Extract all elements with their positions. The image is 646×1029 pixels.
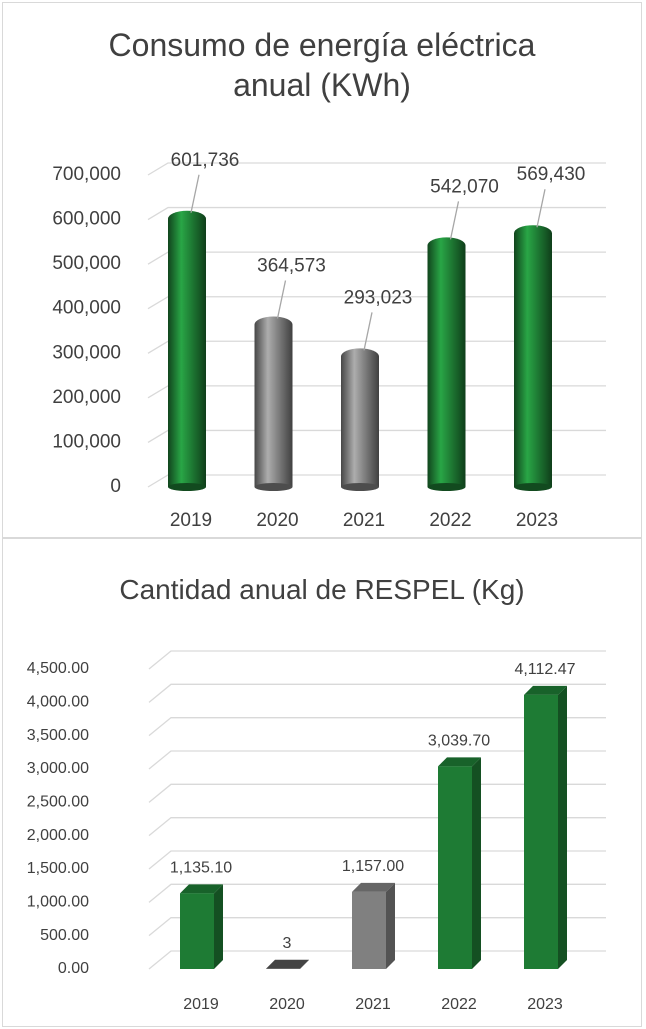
y-tick-label: 100,000 <box>52 431 121 452</box>
x-tick-label: 2023 <box>527 996 563 1013</box>
bar <box>427 237 466 491</box>
bar <box>254 316 293 491</box>
bar-side <box>300 959 309 969</box>
x-tick-label: 2019 <box>183 996 219 1013</box>
x-tick-label: 2021 <box>343 510 385 531</box>
bar <box>352 882 395 969</box>
y-tick-label: 1,500.00 <box>27 860 89 877</box>
bar <box>168 210 206 491</box>
chart-title: Consumo de energía eléctrica anual (KWh) <box>108 27 536 103</box>
bar-base <box>514 483 552 491</box>
bar-top <box>266 959 309 969</box>
leader-line <box>536 189 546 228</box>
bar-side <box>386 882 395 969</box>
x-tick-label: 2023 <box>516 510 558 531</box>
data-label: 1,157.00 <box>342 858 404 875</box>
data-label: 569,430 <box>517 164 586 185</box>
chart-panel: Cantidad anual de RESPEL (Kg) 0.00 500.00… <box>2 538 642 1027</box>
chart: 0.00 500.00 1,000.00 1,500.00 2,000.00 2,500.… <box>27 650 606 1013</box>
bar-top <box>514 225 552 242</box>
bar-top <box>341 348 379 365</box>
y-tick-label: 3,000.00 <box>27 760 89 777</box>
y-tick-label: 4,000.00 <box>27 694 89 711</box>
bar-base <box>427 483 466 491</box>
y-tick-label: 400,000 <box>52 298 121 319</box>
y-tick-label: 200,000 <box>52 387 121 408</box>
grid-line <box>148 650 606 670</box>
leader-line <box>190 174 200 213</box>
y-tick-label: 2,500.00 <box>27 794 89 811</box>
leader-line <box>276 280 287 319</box>
bar <box>180 884 223 969</box>
bar-front <box>180 893 214 969</box>
bar-base <box>341 483 379 491</box>
bar-top <box>524 685 567 695</box>
grid-line <box>147 162 606 176</box>
bar-top <box>427 237 466 254</box>
data-label: 542,070 <box>430 176 499 197</box>
data-label: 601,736 <box>171 150 240 171</box>
bar-top <box>438 757 481 767</box>
y-tick-label: 600,000 <box>52 209 121 230</box>
bar-top <box>352 882 395 892</box>
bar-body <box>254 324 293 487</box>
bar-top <box>168 210 206 227</box>
x-tick-label: 2021 <box>355 996 391 1013</box>
bar-front <box>438 766 472 969</box>
data-label: 1,135.10 <box>170 860 232 877</box>
y-tick-label: 300,000 <box>52 342 121 363</box>
grid-line <box>148 750 606 770</box>
bar-front <box>524 694 558 969</box>
y-tick-label: 500.00 <box>40 927 89 944</box>
y-tick-label: 4,500.00 <box>27 660 89 677</box>
bar-body <box>341 356 379 487</box>
bar-body <box>168 218 206 487</box>
grid-line <box>148 717 606 737</box>
chart: 0 100,000 200,000 300,000 400,000 500,000 600,… <box>52 150 606 531</box>
y-tick-label: 1,000.00 <box>27 894 89 911</box>
y-tick-label: 3,500.00 <box>27 727 89 744</box>
bar-base <box>168 483 206 491</box>
bar-top <box>254 316 293 333</box>
grid-line <box>147 206 606 221</box>
bar-side <box>214 884 223 969</box>
bar <box>438 757 481 969</box>
x-tick-label: 2019 <box>170 510 212 531</box>
data-label: 364,573 <box>257 256 326 277</box>
y-tick-label: 0.00 <box>58 960 89 977</box>
leader-line <box>363 312 373 351</box>
bar-body <box>514 233 552 487</box>
x-tick-label: 2022 <box>441 996 477 1013</box>
bar-body <box>427 245 466 487</box>
y-tick-label: 0 <box>110 476 121 497</box>
x-tick-label: 2020 <box>256 510 298 531</box>
bar <box>266 959 309 969</box>
x-tick-label: 2020 <box>269 996 305 1013</box>
data-label: 293,023 <box>344 287 413 308</box>
chart-title: Cantidad anual de RESPEL (Kg) <box>119 574 525 605</box>
x-tick-label: 2022 <box>429 510 471 531</box>
bar-side <box>472 757 481 969</box>
bar <box>341 348 379 491</box>
data-label: 3 <box>283 935 292 952</box>
bar-top <box>180 884 223 894</box>
y-tick-label: 2,000.00 <box>27 827 89 844</box>
bar-side <box>558 685 567 969</box>
leader-line <box>449 201 460 240</box>
grid-line <box>148 683 606 703</box>
y-tick-label: 700,000 <box>52 164 121 185</box>
bar <box>524 685 567 969</box>
bar-base <box>254 483 293 491</box>
bar <box>514 225 552 491</box>
data-label: 4,112.47 <box>514 661 575 678</box>
bar-front <box>352 891 386 969</box>
data-label: 3,039.70 <box>428 733 490 750</box>
chart-panel: Consumo de energía eléctrica anual (KWh)… <box>2 2 642 538</box>
y-tick-label: 500,000 <box>52 253 121 274</box>
